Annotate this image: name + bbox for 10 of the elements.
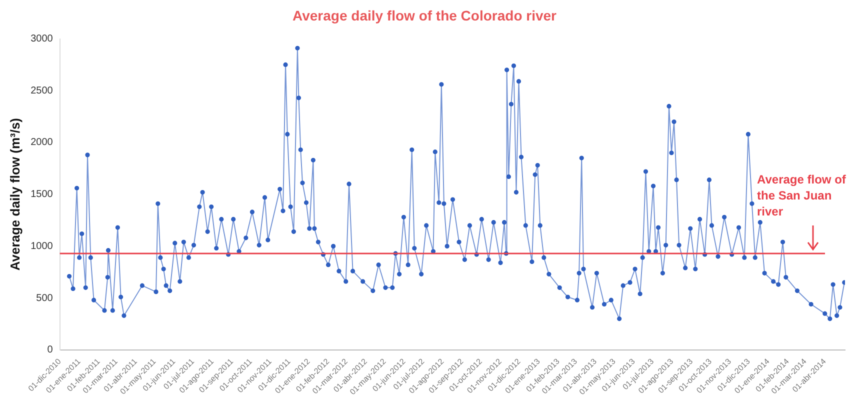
chart-title: Average daily flow of the Colorado river (292, 7, 558, 24)
y-tick-label: 2000 (30, 137, 54, 148)
y-axis-title: Average daily flow (m³/s) (7, 118, 22, 271)
y-tick-label: 1500 (30, 189, 54, 200)
y-tick-label: 2500 (30, 85, 54, 96)
y-tick-label: 500 (36, 292, 54, 304)
y-tick-label: 1000 (30, 240, 54, 252)
y-tick-label: 0 (47, 344, 54, 356)
y-tick-label: 3000 (30, 34, 54, 45)
ref-line-label: Average flow of the San Juan river (757, 172, 847, 218)
